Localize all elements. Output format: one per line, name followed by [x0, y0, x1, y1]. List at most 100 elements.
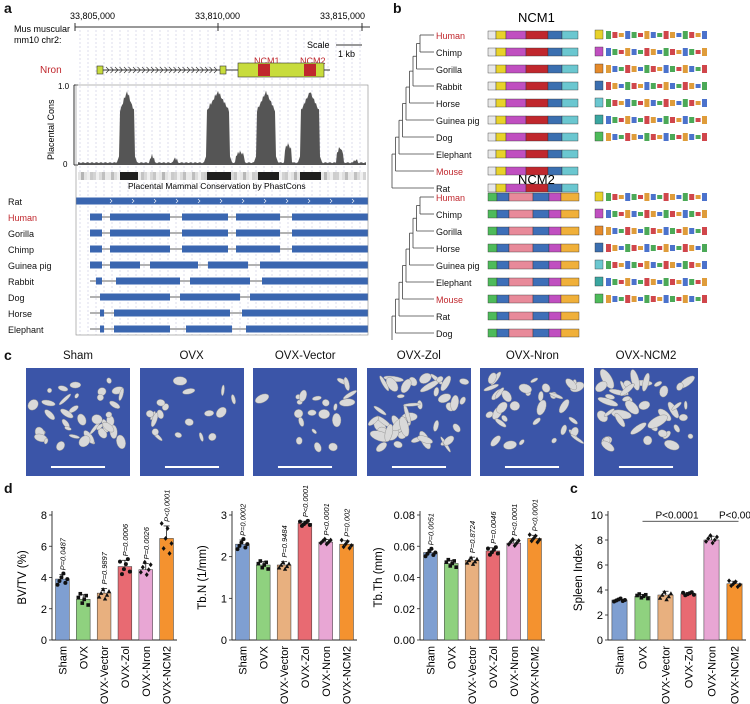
data-point — [712, 537, 717, 543]
ncm2-seq-logo-letter — [638, 212, 643, 216]
ncm2-motif-block — [532, 277, 550, 287]
trabecula — [220, 384, 225, 396]
alignment-block — [114, 325, 170, 333]
ncm2-seq-logo-letter — [689, 262, 695, 268]
data-point — [714, 534, 719, 540]
ncm1-seq-logo-letter — [702, 48, 707, 56]
ncm1-seq-logo-letter — [670, 83, 675, 89]
trabecula — [418, 372, 432, 384]
ncm2-motif-block — [548, 243, 562, 253]
ncm1-seq-logo-letter — [663, 99, 669, 107]
ncm1-seq-logo-letter — [657, 50, 663, 54]
ncm1-seq-logo-letter — [657, 101, 663, 105]
ncm2-seq-logo-letter — [625, 295, 631, 303]
ncm2-seq-logo-letter — [670, 194, 675, 200]
x-tick-label: OVX-Vector — [467, 646, 479, 704]
ncm2-motif-block — [487, 209, 498, 219]
data-point — [167, 551, 172, 556]
ncm2-motif-block — [508, 277, 534, 287]
ncm1-seq-logo-letter — [644, 65, 650, 73]
ncm2-label: NCM2 — [300, 56, 326, 66]
data-point — [169, 541, 174, 546]
trabecula — [311, 428, 318, 434]
ncm2-seq-logo-letter — [650, 245, 656, 251]
trabecula — [485, 411, 494, 419]
alignment-block — [110, 245, 170, 253]
alignment-block — [242, 309, 368, 317]
ncm2-motif-block — [532, 260, 550, 270]
ncm1-seq-logo-letter — [631, 32, 637, 38]
coord-left: 33,805,000 — [70, 11, 115, 21]
data-point — [466, 558, 472, 563]
ncm1-seq-logo-letter — [612, 100, 618, 106]
x-tick-label: OVX — [78, 645, 90, 669]
data-point — [495, 551, 500, 556]
data-point — [706, 536, 711, 541]
ncm1-seq-logo-letter — [618, 33, 624, 37]
ncm1-seq-logo-letter — [670, 134, 675, 140]
data-point — [121, 567, 126, 572]
ncm2-motif-block — [496, 311, 510, 321]
data-point — [452, 559, 456, 563]
x-tick-label: OVX-Nron — [321, 646, 333, 697]
ncm1-motif-block — [487, 64, 497, 74]
trabecula — [373, 405, 387, 416]
ncm1-seq-logo-letter — [695, 101, 701, 105]
data-point — [138, 569, 143, 575]
alignment-block — [292, 245, 368, 253]
bar-ovx-nron — [703, 539, 720, 641]
trabecula — [379, 375, 389, 392]
ncm2-motif-color-key — [594, 208, 604, 219]
trabecula — [77, 413, 87, 426]
trabecula — [440, 375, 451, 392]
alignment-block — [116, 277, 180, 285]
data-point — [163, 536, 168, 541]
conservation-peaks — [78, 90, 366, 165]
alignment-block — [236, 229, 280, 237]
trabecula — [437, 393, 451, 403]
x-tick-label: OVX-Vector — [99, 646, 111, 704]
ncm1-seq-logo-letter — [670, 49, 675, 55]
ncm2-label-horse: Horse — [436, 244, 460, 254]
ncm2-seq-logo-letter — [670, 245, 675, 251]
ncm2-seq-logo-letter — [695, 280, 701, 284]
scale-label: Scale — [307, 40, 330, 50]
ncm2-motif-block — [560, 277, 580, 287]
ncm1-motif-color-key — [594, 97, 604, 108]
trabecula — [151, 428, 159, 436]
data-point — [531, 536, 536, 541]
x-tick-label: OVX-Vector — [279, 646, 291, 704]
conservation-heat-strip — [78, 172, 366, 180]
ncm2-seq-logo-letter — [702, 278, 707, 286]
data-point — [637, 592, 642, 596]
data-point — [286, 561, 292, 566]
ncm2-seq-logo-letter — [682, 193, 688, 201]
ncm2-seq-logo-letter — [663, 295, 669, 303]
ncm2-motif-block — [560, 209, 580, 219]
ncm1-seq-logo-letter — [682, 116, 688, 124]
trabecula — [614, 412, 626, 428]
p-value-label: P=0.0046 — [489, 511, 498, 544]
ncm1-seq-logo-letter — [695, 135, 701, 139]
alignment-block — [100, 325, 104, 333]
ncm2-seq-logo-letter — [650, 194, 656, 200]
x-tick-label: OVX-Nron — [707, 646, 719, 697]
data-point — [737, 582, 742, 588]
trabecula — [78, 435, 91, 448]
trabecula — [69, 381, 82, 389]
ncm1-seq-logo-letter — [657, 118, 663, 122]
y-axis-label: BV/TV (%) — [17, 550, 29, 604]
alignment-block — [182, 213, 228, 221]
trabecula — [519, 439, 525, 446]
data-point — [239, 540, 244, 545]
ncm1-label-gorilla: Gorilla — [436, 65, 462, 75]
ncm2-rows: Human Chimp Gorilla Horse Guinea pig Elephant… — [436, 191, 707, 339]
trabecula — [619, 383, 635, 397]
ncm2-seq-logo-letter — [644, 193, 650, 201]
microct-label-ovx-ncm2: OVX-NCM2 — [615, 350, 677, 362]
ncm1-seq-logo-letter — [631, 83, 637, 89]
ncm1-seq-logo-letter — [676, 118, 682, 122]
x-tick-label: Sham — [615, 646, 627, 675]
data-point — [660, 592, 665, 597]
ncm1-label-horse: Horse — [436, 99, 460, 109]
